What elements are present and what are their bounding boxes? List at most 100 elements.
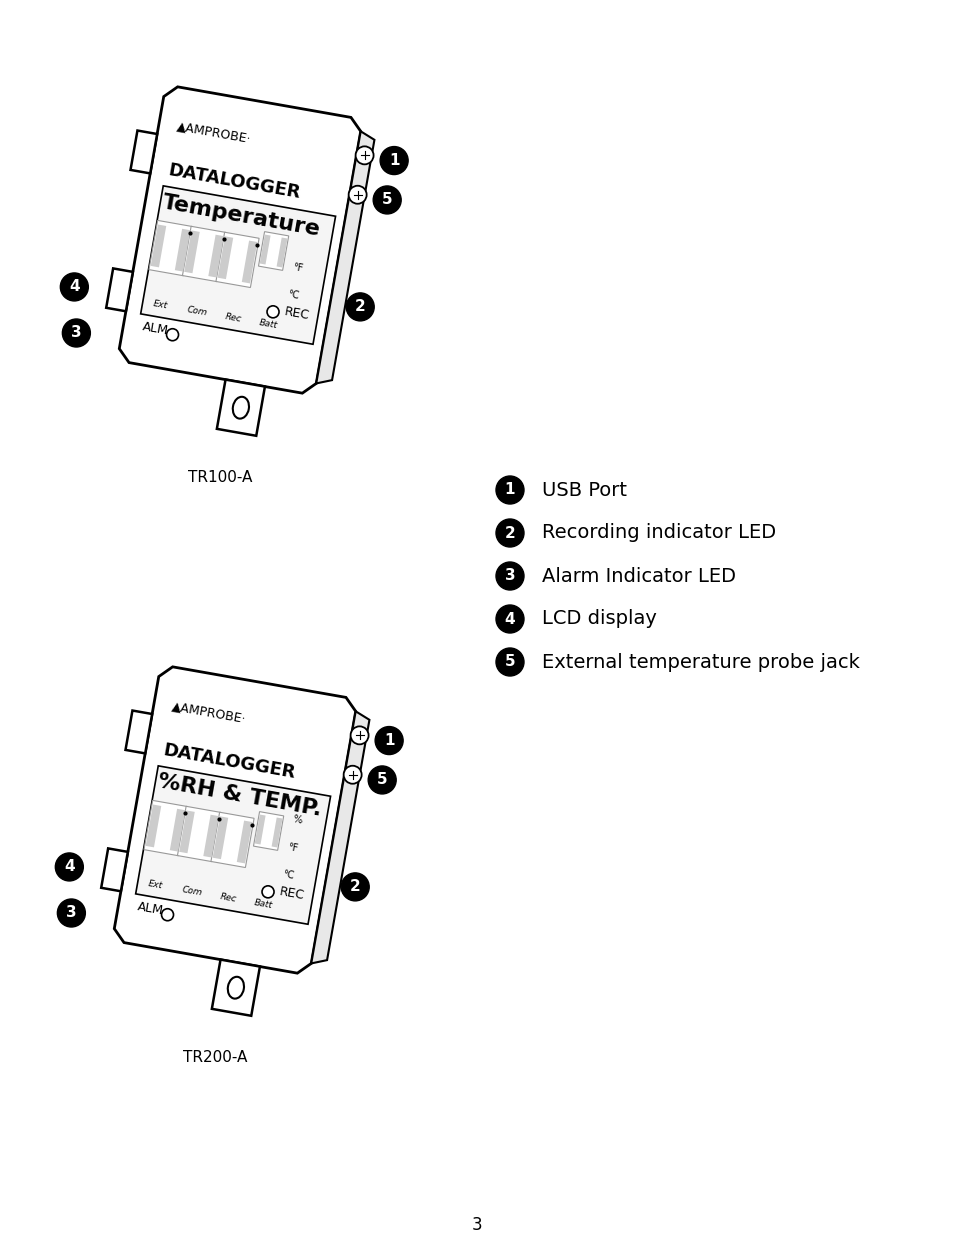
Polygon shape <box>177 806 220 861</box>
Circle shape <box>496 519 523 548</box>
Text: %RH & TEMP.: %RH & TEMP. <box>156 771 322 820</box>
Text: DATALOGGER: DATALOGGER <box>167 161 302 202</box>
Polygon shape <box>259 235 271 265</box>
Text: DATALOGGER: DATALOGGER <box>162 741 297 782</box>
Polygon shape <box>114 666 355 974</box>
Ellipse shape <box>228 976 244 999</box>
Text: ▲AMPROBE·: ▲AMPROBE· <box>175 119 253 145</box>
Text: LCD display: LCD display <box>541 610 657 629</box>
Polygon shape <box>272 818 282 848</box>
Polygon shape <box>213 816 228 859</box>
Polygon shape <box>126 710 152 754</box>
Text: 2: 2 <box>350 880 360 895</box>
Polygon shape <box>149 220 192 276</box>
Ellipse shape <box>233 396 249 419</box>
Text: 1: 1 <box>389 152 399 168</box>
Text: 2: 2 <box>504 525 515 540</box>
Text: Temperature: Temperature <box>161 192 322 240</box>
Circle shape <box>355 146 374 164</box>
Text: TR100-A: TR100-A <box>188 470 252 485</box>
Polygon shape <box>217 236 233 279</box>
Text: 4: 4 <box>64 860 74 875</box>
Polygon shape <box>182 226 225 281</box>
Polygon shape <box>119 86 360 394</box>
Text: Alarm Indicator LED: Alarm Indicator LED <box>541 566 735 585</box>
Circle shape <box>375 726 403 755</box>
Circle shape <box>496 562 523 590</box>
Text: 5: 5 <box>376 772 387 788</box>
Polygon shape <box>253 811 283 850</box>
Text: Ext: Ext <box>148 880 163 891</box>
Circle shape <box>496 476 523 504</box>
Text: REC: REC <box>277 885 305 902</box>
Polygon shape <box>203 815 218 858</box>
Text: 3: 3 <box>66 905 76 920</box>
Text: USB Port: USB Port <box>541 480 626 500</box>
Polygon shape <box>276 238 287 268</box>
Text: TR200-A: TR200-A <box>183 1050 247 1065</box>
Text: Recording indicator LED: Recording indicator LED <box>541 524 776 542</box>
Text: 5: 5 <box>381 192 392 208</box>
Polygon shape <box>135 766 331 924</box>
Circle shape <box>167 329 178 341</box>
Text: 3: 3 <box>71 325 82 340</box>
Text: Rec: Rec <box>224 312 242 324</box>
Polygon shape <box>311 711 369 964</box>
Polygon shape <box>254 815 265 845</box>
Text: °C: °C <box>287 289 299 301</box>
Circle shape <box>496 648 523 676</box>
Circle shape <box>161 909 173 921</box>
Polygon shape <box>184 230 199 274</box>
Circle shape <box>60 272 89 301</box>
Circle shape <box>341 872 369 901</box>
Text: °F: °F <box>287 841 299 854</box>
Polygon shape <box>211 812 253 867</box>
Polygon shape <box>101 849 128 891</box>
Polygon shape <box>144 800 187 856</box>
Text: 2: 2 <box>355 300 365 315</box>
Polygon shape <box>140 186 335 344</box>
Text: 4: 4 <box>69 280 79 295</box>
Text: External temperature probe jack: External temperature probe jack <box>541 652 859 671</box>
Circle shape <box>373 186 401 214</box>
Polygon shape <box>179 810 194 854</box>
Circle shape <box>343 766 361 784</box>
Text: Batt: Batt <box>258 319 278 330</box>
Polygon shape <box>131 130 157 174</box>
Polygon shape <box>208 235 224 278</box>
Circle shape <box>368 766 395 794</box>
Text: ALM: ALM <box>136 900 164 918</box>
Text: 3: 3 <box>504 569 515 584</box>
Text: 1: 1 <box>504 482 515 498</box>
Circle shape <box>57 899 85 928</box>
Circle shape <box>348 186 366 204</box>
Polygon shape <box>216 380 265 436</box>
Polygon shape <box>212 960 259 1016</box>
Text: 4: 4 <box>504 611 515 626</box>
Circle shape <box>62 319 91 348</box>
Polygon shape <box>316 131 374 384</box>
Text: ALM: ALM <box>141 320 169 338</box>
Circle shape <box>350 726 368 744</box>
Text: %: % <box>293 814 303 826</box>
Circle shape <box>55 853 83 881</box>
Text: °F: °F <box>292 261 304 274</box>
Text: 3: 3 <box>471 1216 482 1234</box>
Polygon shape <box>236 820 253 864</box>
Polygon shape <box>215 232 259 288</box>
Circle shape <box>267 306 278 318</box>
Polygon shape <box>170 809 185 851</box>
Polygon shape <box>241 240 257 284</box>
Text: Rec: Rec <box>219 892 237 904</box>
Text: Ext: Ext <box>152 300 169 311</box>
Circle shape <box>379 146 408 175</box>
Circle shape <box>346 292 374 321</box>
Text: ▲AMPROBE·: ▲AMPROBE· <box>171 699 247 725</box>
Text: REC: REC <box>283 305 310 322</box>
Polygon shape <box>146 805 161 848</box>
Text: Com: Com <box>181 885 203 898</box>
Text: Batt: Batt <box>253 899 274 910</box>
Text: °C: °C <box>281 869 294 881</box>
Polygon shape <box>174 229 191 271</box>
Polygon shape <box>151 225 166 268</box>
